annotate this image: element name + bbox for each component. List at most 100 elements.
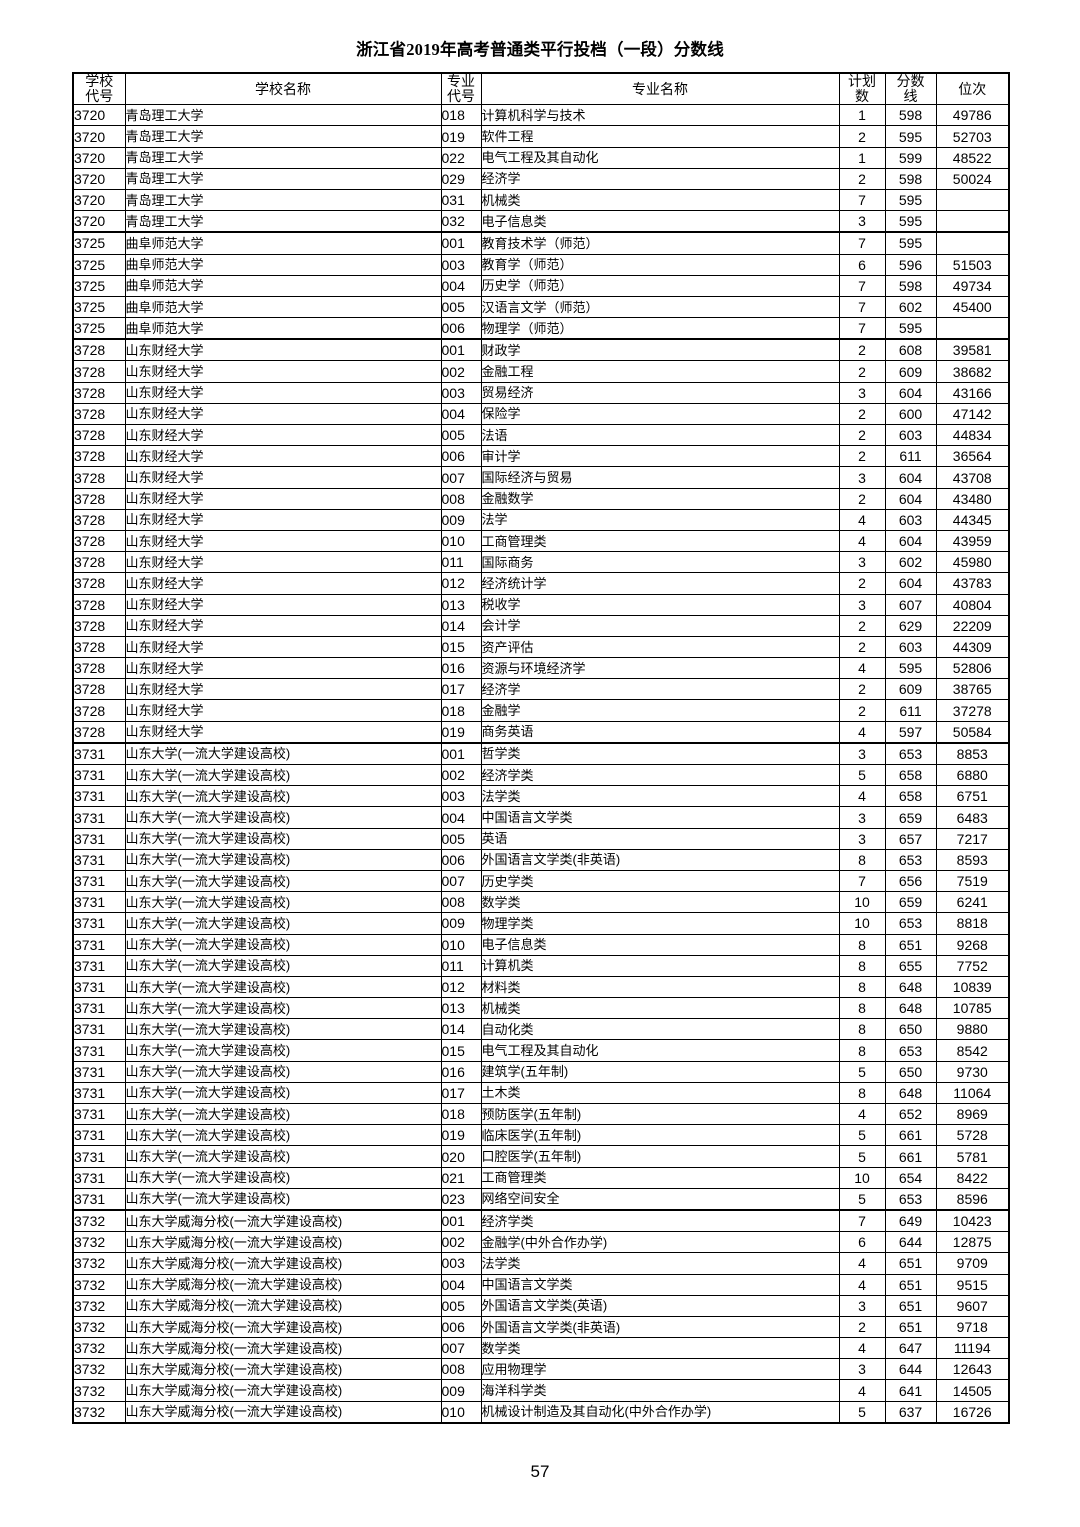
cell-score: 611 xyxy=(884,445,937,468)
page-number: 57 xyxy=(530,1462,550,1481)
cell-school-name: 山东财经大学 xyxy=(124,529,442,553)
cell-rank: 43708 xyxy=(935,466,1010,489)
cell-major-name: 土木类 xyxy=(480,1081,840,1105)
cell-school-name: 山东大学威海分校(一流大学建设高校) xyxy=(124,1273,442,1296)
header-score-line1: 分数 xyxy=(896,73,925,89)
table-row: 3731 山东大学(一流大学建设高校) 013 机械类 8 648 10785 xyxy=(72,997,1010,1020)
cell-school-name: 山东财经大学 xyxy=(124,360,442,383)
cell-plan: 4 xyxy=(838,785,886,808)
cell-plan: 7 xyxy=(838,1209,886,1233)
cell-score: 656 xyxy=(884,869,937,893)
cell-score: 598 xyxy=(884,274,937,297)
cell-school-name: 山东财经大学 xyxy=(124,593,442,616)
cell-major-name: 哲学类 xyxy=(480,742,840,766)
cell-school-name: 山东大学威海分校(一流大学建设高校) xyxy=(124,1252,442,1275)
cell-school-name: 山东大学(一流大学建设高校) xyxy=(124,1124,442,1147)
cell-major-name: 法学 xyxy=(480,508,840,531)
cell-plan: 3 xyxy=(838,1294,886,1317)
cell-major-code: 029 xyxy=(440,167,482,190)
cell-plan: 2 xyxy=(838,572,886,595)
cell-school-code: 3728 xyxy=(72,529,126,553)
cell-major-code: 007 xyxy=(440,466,482,489)
cell-rank: 51503 xyxy=(935,253,1010,276)
cell-major-code: 018 xyxy=(440,104,482,127)
table-row: 3732 山东大学威海分校(一流大学建设高校) 002 金融学(中外合作办学) 6 644… xyxy=(72,1231,1010,1254)
cell-major-name: 会计学 xyxy=(480,614,840,637)
cell-school-name: 山东财经大学 xyxy=(124,424,442,447)
cell-plan: 2 xyxy=(838,678,886,701)
table-row: 3728 山东财经大学 019 商务英语 4 597 50584 xyxy=(72,720,1010,744)
cell-major-code: 008 xyxy=(440,487,482,510)
cell-school-code: 3728 xyxy=(72,720,126,744)
table-row: 3728 山东财经大学 006 审计学 2 611 36564 xyxy=(72,445,1010,468)
cell-plan: 5 xyxy=(838,1145,886,1168)
cell-score: 644 xyxy=(884,1231,937,1254)
cell-score: 655 xyxy=(884,954,937,977)
cell-school-name: 山东大学(一流大学建设高校) xyxy=(124,1039,442,1062)
cell-major-code: 002 xyxy=(440,1231,482,1254)
header-major-code-line2: 代号 xyxy=(447,88,475,105)
cell-plan: 3 xyxy=(838,742,886,766)
cell-school-code: 3732 xyxy=(72,1358,126,1381)
table-row: 3731 山东大学(一流大学建设高校) 003 法学类 4 658 6751 xyxy=(72,785,1010,808)
cell-school-name: 山东大学(一流大学建设高校) xyxy=(124,1166,442,1189)
cell-major-code: 002 xyxy=(440,764,482,787)
cell-school-name: 山东大学(一流大学建设高校) xyxy=(124,933,442,956)
header-major-code-line1: 专业 xyxy=(447,73,475,89)
cell-plan: 8 xyxy=(838,997,886,1020)
cell-score: 659 xyxy=(884,891,937,914)
cell-rank: 47142 xyxy=(935,402,1010,426)
cell-score: 604 xyxy=(884,487,937,510)
cell-major-code: 004 xyxy=(440,806,482,829)
cell-plan: 4 xyxy=(838,1379,886,1402)
cell-major-code: 006 xyxy=(440,445,482,468)
cell-school-code: 3731 xyxy=(72,891,126,914)
cell-rank: 8969 xyxy=(935,1103,1010,1126)
cell-major-name: 经济统计学 xyxy=(480,572,840,595)
cell-major-name: 海洋科学类 xyxy=(480,1379,840,1402)
table-row: 3728 山东财经大学 003 贸易经济 3 604 43166 xyxy=(72,381,1010,404)
table-row: 3732 山东大学威海分校(一流大学建设高校) 004 中国语言文学类 4 651 9515 xyxy=(72,1273,1010,1296)
column-header-school-name: 学校名称 xyxy=(124,72,442,106)
cell-school-code: 3725 xyxy=(72,231,126,255)
cell-school-code: 3720 xyxy=(72,210,126,234)
cell-major-name: 教育学（师范） xyxy=(480,253,840,276)
cell-school-code: 3728 xyxy=(72,445,126,468)
header-row: 学校 代号 学校名称 专业 代号 专业名称 计划 数 xyxy=(72,72,1010,106)
cell-major-name: 保险学 xyxy=(480,402,840,426)
cell-school-name: 山东财经大学 xyxy=(124,635,442,659)
cell-school-code: 3731 xyxy=(72,933,126,956)
cell-major-name: 网络空间安全 xyxy=(480,1187,840,1211)
cell-major-code: 002 xyxy=(440,360,482,383)
table-row: 3728 山东财经大学 013 税收学 3 607 40804 xyxy=(72,593,1010,616)
cell-score: 595 xyxy=(884,231,937,255)
cell-rank: 9268 xyxy=(935,933,1010,956)
table-row: 3731 山东大学(一流大学建设高校) 006 外国语言文学类(非英语) 8 653 859… xyxy=(72,848,1010,871)
cell-major-code: 031 xyxy=(440,188,482,212)
cell-major-code: 016 xyxy=(440,657,482,680)
cell-major-name: 财政学 xyxy=(480,338,840,362)
cell-major-code: 001 xyxy=(440,742,482,766)
cell-major-code: 005 xyxy=(440,424,482,447)
cell-school-name: 山东财经大学 xyxy=(124,487,442,510)
cell-school-name: 山东财经大学 xyxy=(124,572,442,595)
cell-plan: 8 xyxy=(838,848,886,871)
table-row: 3728 山东财经大学 014 会计学 2 629 22209 xyxy=(72,614,1010,637)
cell-major-code: 015 xyxy=(440,1039,482,1062)
cell-rank: 6483 xyxy=(935,806,1010,829)
cell-rank: 5728 xyxy=(935,1124,1010,1147)
cell-plan: 2 xyxy=(838,699,886,722)
cell-school-name: 山东大学(一流大学建设高校) xyxy=(124,975,442,999)
cell-rank: 49786 xyxy=(935,104,1010,127)
cell-score: 629 xyxy=(884,614,937,637)
cell-school-name: 山东大学威海分校(一流大学建设高校) xyxy=(124,1315,442,1339)
table-row: 3732 山东大学威海分校(一流大学建设高校) 009 海洋科学类 4 641 14505 xyxy=(72,1379,1010,1402)
cell-major-code: 012 xyxy=(440,975,482,999)
cell-school-code: 3731 xyxy=(72,1166,126,1189)
cell-plan: 4 xyxy=(838,1103,886,1126)
cell-major-code: 009 xyxy=(440,1379,482,1402)
cell-school-name: 山东大学(一流大学建设高校) xyxy=(124,1081,442,1105)
cell-rank: 37278 xyxy=(935,699,1010,722)
cell-score: 596 xyxy=(884,253,937,276)
cell-school-name: 山东大学(一流大学建设高校) xyxy=(124,997,442,1020)
